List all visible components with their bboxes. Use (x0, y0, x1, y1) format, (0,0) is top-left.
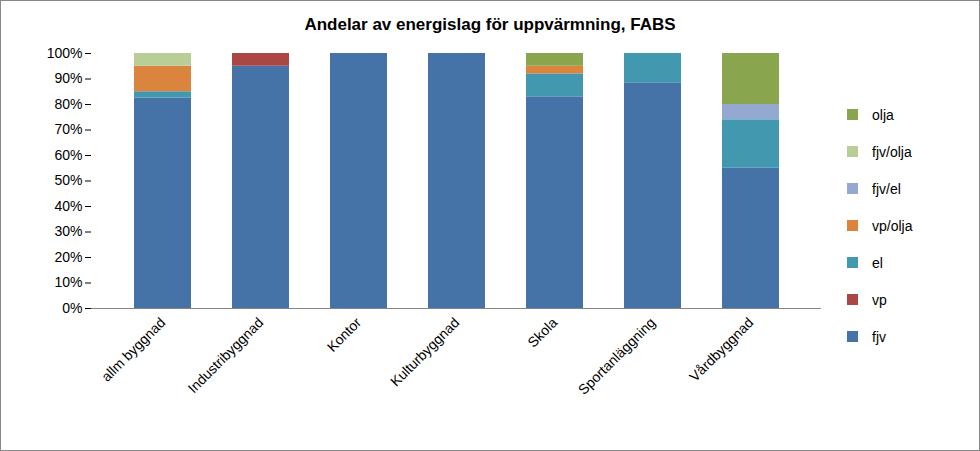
html-text:el: el (872, 254, 883, 271)
html-text:fjv/olja: fjv/olja (872, 143, 912, 160)
svg-text:60%: 60% (54, 147, 82, 163)
svg-text:Vårdbyggnad: Vårdbyggnad (686, 314, 756, 384)
svg-text:Sportanläggning: Sportanläggning (575, 314, 658, 397)
html-text:fjv: fjv (872, 328, 886, 345)
html-text:fjv/el: fjv/el (872, 180, 901, 197)
svg-text:10%: 10% (54, 274, 82, 290)
svg-text:100%: 100% (47, 45, 83, 61)
svg-text:0%: 0% (62, 300, 82, 316)
svg-text:20%: 20% (54, 249, 82, 265)
html-text:Andelar av energislag för uppv: Andelar av energislag för uppvärmning, F… (304, 15, 676, 34)
svg-text:30%: 30% (54, 223, 82, 239)
svg-text:90%: 90% (54, 70, 82, 86)
svg-text:Skola: Skola (524, 314, 560, 350)
svg-text:Kulturbyggnad: Kulturbyggnad (387, 314, 462, 389)
svg-text:80%: 80% (54, 96, 82, 112)
svg-text:40%: 40% (54, 198, 82, 214)
svg-text:70%: 70% (54, 121, 82, 137)
html-text:olja: olja (872, 106, 894, 123)
html-text:vp/olja: vp/olja (872, 217, 913, 234)
svg-text:allm byggnad: allm byggnad (98, 314, 168, 384)
svg-text:Kontor: Kontor (324, 314, 365, 355)
svg-text:50%: 50% (54, 172, 82, 188)
html-text:vp: vp (872, 291, 887, 308)
svg-text:Industribyggnad: Industribyggnad (185, 314, 267, 396)
